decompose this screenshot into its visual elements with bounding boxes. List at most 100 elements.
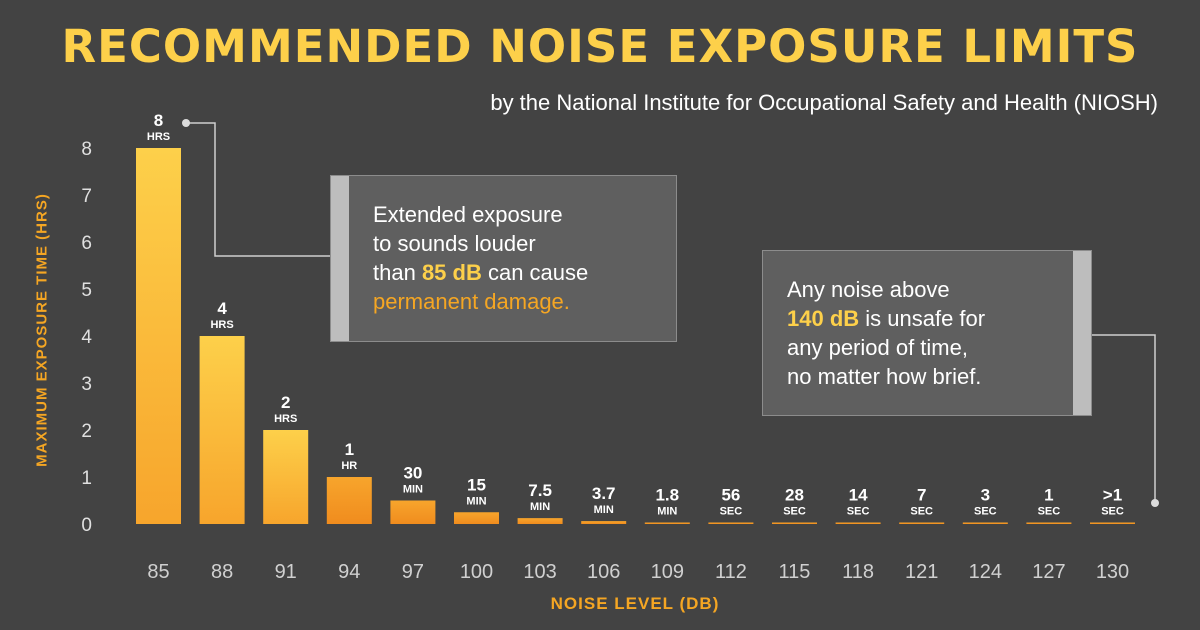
callout-text: Any noise above 140 dB is unsafe for any… [787, 275, 985, 391]
x-tick-label: 109 [651, 561, 684, 583]
data-label-unit: SEC [974, 506, 997, 518]
callout-line-text: is unsafe for [859, 306, 986, 331]
y-axis-ticks: 0 1 2 3 4 5 6 7 8 [81, 139, 92, 536]
data-label-value: 3 [981, 486, 990, 505]
data-label-unit: SEC [783, 506, 806, 518]
y-tick-label: 6 [81, 233, 92, 254]
data-label-unit: SEC [847, 506, 870, 518]
data-label-value: 1.8 [655, 486, 679, 505]
x-tick-label: 97 [402, 561, 424, 583]
callout-line-text: can cause [481, 260, 589, 285]
x-axis-ticks: 85 88 91 94 97 100 103 106 109 112 115 118 121 124 127… [147, 561, 1129, 583]
x-tick-label: 124 [969, 561, 1002, 583]
connector-line [1091, 334, 1156, 503]
bar [835, 522, 881, 524]
bar [962, 522, 1008, 524]
data-label-value: 56 [721, 486, 740, 505]
bar [263, 430, 309, 524]
y-tick-label: 1 [81, 468, 92, 489]
data-label-value: 1 [1044, 486, 1053, 505]
data-label-unit: SEC [910, 506, 933, 518]
x-tick-label: 88 [211, 561, 233, 583]
callout-line: to sounds louder [373, 231, 536, 256]
callout-accent-bar [1073, 251, 1091, 415]
y-axis-label: MAXIMUM EXPOSURE TIME (HRS) [33, 193, 51, 467]
data-label-value: >1 [1103, 486, 1122, 505]
x-tick-label: 103 [523, 561, 556, 583]
x-tick-label: 127 [1032, 561, 1065, 583]
connector-dot [182, 119, 190, 127]
data-label-value: 30 [403, 464, 422, 483]
x-tick-label: 91 [275, 561, 297, 583]
data-label-value: 3.7 [592, 484, 616, 503]
data-label-value: 2 [281, 393, 290, 412]
data-label-unit: SEC [720, 506, 743, 518]
data-label-value: 1 [345, 440, 354, 459]
x-tick-label: 85 [147, 561, 169, 583]
callout-text: Extended exposure to sounds louder than … [373, 200, 588, 316]
y-tick-label: 4 [81, 327, 92, 348]
y-tick-label: 2 [81, 421, 92, 442]
data-label-value: 15 [467, 475, 486, 494]
callout-line: Extended exposure [373, 202, 563, 227]
data-label-unit: HRS [147, 131, 170, 143]
data-label-unit: SEC [1038, 506, 1061, 518]
highlight-140db: 140 dB [787, 306, 860, 331]
x-tick-label: 100 [460, 561, 493, 583]
callout-connectors [182, 119, 1159, 507]
data-label-unit: MIN [466, 495, 486, 507]
bar [1026, 522, 1072, 524]
bar [326, 477, 372, 524]
callout-line-text: than [373, 260, 422, 285]
highlight-85db: 85 dB [421, 260, 482, 285]
callout-line: than 85 dB can cause [373, 258, 588, 287]
connector-line [186, 122, 330, 257]
y-tick-label: 0 [81, 515, 92, 536]
x-tick-label: 118 [842, 561, 874, 583]
data-label-unit: SEC [1101, 506, 1124, 518]
data-label-value: 4 [217, 299, 227, 318]
callout-line: 140 dB is unsafe for [787, 304, 985, 333]
x-tick-label: 121 [905, 561, 938, 583]
x-tick-label: 106 [587, 561, 620, 583]
chart-title: RECOMMENDED NOISE EXPOSURE LIMITS [61, 20, 1139, 73]
y-tick-label: 5 [81, 280, 92, 301]
callout-140db: Any noise above 140 dB is unsafe for any… [762, 250, 1092, 416]
data-label-value: 7 [917, 486, 926, 505]
bar [517, 518, 563, 524]
bar [899, 522, 945, 524]
bar [708, 522, 754, 524]
data-label-unit: MIN [403, 484, 423, 496]
bar [136, 148, 181, 524]
y-tick-label: 8 [81, 139, 92, 160]
highlight-permanent-damage: permanent damage. [373, 289, 570, 314]
data-label-value: 14 [849, 486, 868, 505]
chart-subtitle: by the National Institute for Occupation… [490, 90, 1158, 115]
x-tick-label: 130 [1096, 561, 1129, 583]
data-label-unit: MIN [657, 506, 677, 518]
data-label-unit: HRS [210, 319, 233, 331]
data-label-unit: HRS [274, 413, 297, 425]
callout-extended-exposure: Extended exposure to sounds louder than … [330, 175, 677, 342]
data-label-unit: MIN [594, 504, 614, 516]
bar [644, 522, 690, 524]
bar [1090, 522, 1135, 524]
data-label-value: 28 [785, 486, 804, 505]
callout-accent-bar [331, 176, 349, 341]
callout-line: no matter how brief. [787, 364, 982, 389]
data-label-value: 8 [154, 111, 163, 130]
bar [199, 336, 245, 524]
bar [390, 500, 436, 524]
callout-line: any period of time, [787, 335, 968, 360]
x-tick-label: 115 [779, 561, 811, 583]
bar [581, 521, 627, 524]
data-label-unit: MIN [530, 501, 550, 513]
x-tick-label: 94 [338, 561, 360, 583]
data-label-unit: HR [341, 460, 357, 472]
x-tick-label: 112 [715, 561, 747, 583]
connector-dot [1151, 499, 1159, 507]
data-label-value: 7.5 [528, 481, 552, 500]
y-tick-label: 3 [81, 374, 92, 395]
